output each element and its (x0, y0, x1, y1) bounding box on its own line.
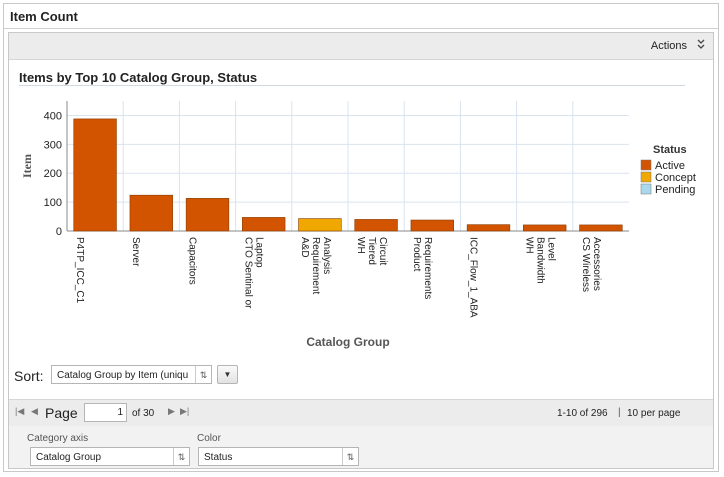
sort-select-arrow-icon: ⇅ (195, 366, 211, 383)
x-tick-label: Level (546, 237, 557, 261)
x-tick-label: A&D (299, 237, 310, 258)
x-axis-title: Catalog Group (306, 335, 389, 349)
x-tick-label: CS Wireless (580, 237, 591, 292)
bar (579, 224, 623, 232)
sort-select-value: Catalog Group by Item (uniqu (57, 370, 189, 381)
first-page-icon[interactable]: |◀ (15, 406, 25, 416)
x-tick-label: Product (411, 237, 422, 272)
x-tick-label: Requirements (422, 237, 433, 299)
sort-label: Sort: (14, 368, 44, 384)
bar (466, 224, 511, 232)
y-tick-label: 200 (44, 168, 62, 180)
x-tick-label: Accessories (591, 237, 602, 291)
x-tick-label: Server (130, 237, 141, 267)
prev-page-icon[interactable]: ◀ (31, 406, 38, 416)
actions-menu[interactable]: Actions (650, 40, 687, 52)
color-select-value: Status (204, 452, 233, 463)
window-title: Item Count (10, 9, 78, 24)
caret-down-icon: ▼ (223, 370, 232, 379)
bar (298, 218, 342, 232)
legend-swatch (640, 171, 652, 183)
x-tick-label: Requirement (310, 237, 321, 294)
x-tick-label: Analysis (321, 237, 332, 274)
y-tick-label: 100 (44, 197, 62, 209)
pager-separator: | (618, 407, 621, 418)
y-tick-label: 0 (56, 226, 62, 238)
bar (185, 198, 230, 232)
bar (73, 118, 117, 232)
legend-swatch (640, 183, 652, 195)
chart-panel: Actions Items by Top 10 Catalog Group, S… (8, 32, 714, 469)
chart-title: Items by Top 10 Catalog Group, Status (19, 70, 258, 85)
x-tick-label: Tiered (366, 237, 377, 265)
next-page-icon[interactable]: ▶ (168, 406, 175, 416)
x-tick-label: Capacitors (186, 237, 197, 285)
legend-title: Status (653, 144, 687, 156)
legend-swatch (640, 159, 652, 171)
color-label: Color (197, 433, 221, 444)
x-tick-label: Circuit (377, 237, 388, 266)
category-axis-arrow-icon: ⇅ (173, 448, 189, 465)
x-tick-label: WH (355, 237, 366, 254)
chart-title-divider (19, 85, 685, 86)
sort-direction-button[interactable]: ▼ (217, 365, 238, 384)
x-tick-label: P4TP_ICC_C1 (74, 237, 85, 304)
bar (129, 194, 173, 232)
x-tick-label: CTO Sentinal or (243, 237, 254, 309)
page-number-input[interactable]: 1 (84, 403, 127, 422)
chevron-double-down-icon[interactable] (697, 38, 705, 53)
category-axis-value: Catalog Group (36, 452, 102, 463)
per-page-selector[interactable]: 10 per page (627, 408, 681, 419)
last-page-icon[interactable]: ▶| (180, 406, 190, 416)
x-tick-label: Laptop (254, 237, 265, 268)
y-tick-label: 400 (44, 110, 62, 122)
sort-select[interactable]: Catalog Group by Item (uniqu ⇅ (51, 365, 212, 384)
bar (242, 217, 286, 232)
pagination-bar: |◀ ◀ Page 1 of 30 ▶ ▶| 1-10 of 296 | 10 … (9, 399, 713, 427)
bar (523, 224, 567, 232)
category-axis-label: Category axis (27, 433, 89, 444)
category-axis-select[interactable]: Catalog Group ⇅ (30, 447, 190, 466)
item-count-window: Item Count Actions Items by Top 10 Catal… (3, 3, 719, 472)
legend-label: Active (655, 160, 685, 172)
page-total: of 30 (132, 408, 155, 419)
legend-label: Pending (655, 184, 695, 196)
legend-label: Concept (655, 172, 696, 184)
x-tick-label: Bandwidth (535, 237, 546, 284)
actions-bar: Actions (9, 33, 713, 60)
color-select[interactable]: Status ⇅ (198, 447, 359, 466)
y-axis-title: Item (20, 154, 34, 178)
bar (354, 219, 398, 232)
x-tick-label: ICC_Flow_1_ABA (467, 237, 478, 318)
x-tick-label: WH (524, 237, 535, 254)
bar-chart: 0 100 200 300 400 P4TP_ICC_C1 Server Capacitors… (20, 101, 696, 349)
color-select-arrow-icon: ⇅ (342, 448, 358, 465)
y-tick-label: 300 (44, 139, 62, 151)
page-label: Page (45, 405, 78, 421)
bar (410, 219, 454, 232)
window-title-bar: Item Count (4, 4, 718, 29)
result-range: 1-10 of 296 (557, 408, 608, 419)
chart-settings: Category axis Catalog Group ⇅ Color Stat… (9, 426, 713, 468)
